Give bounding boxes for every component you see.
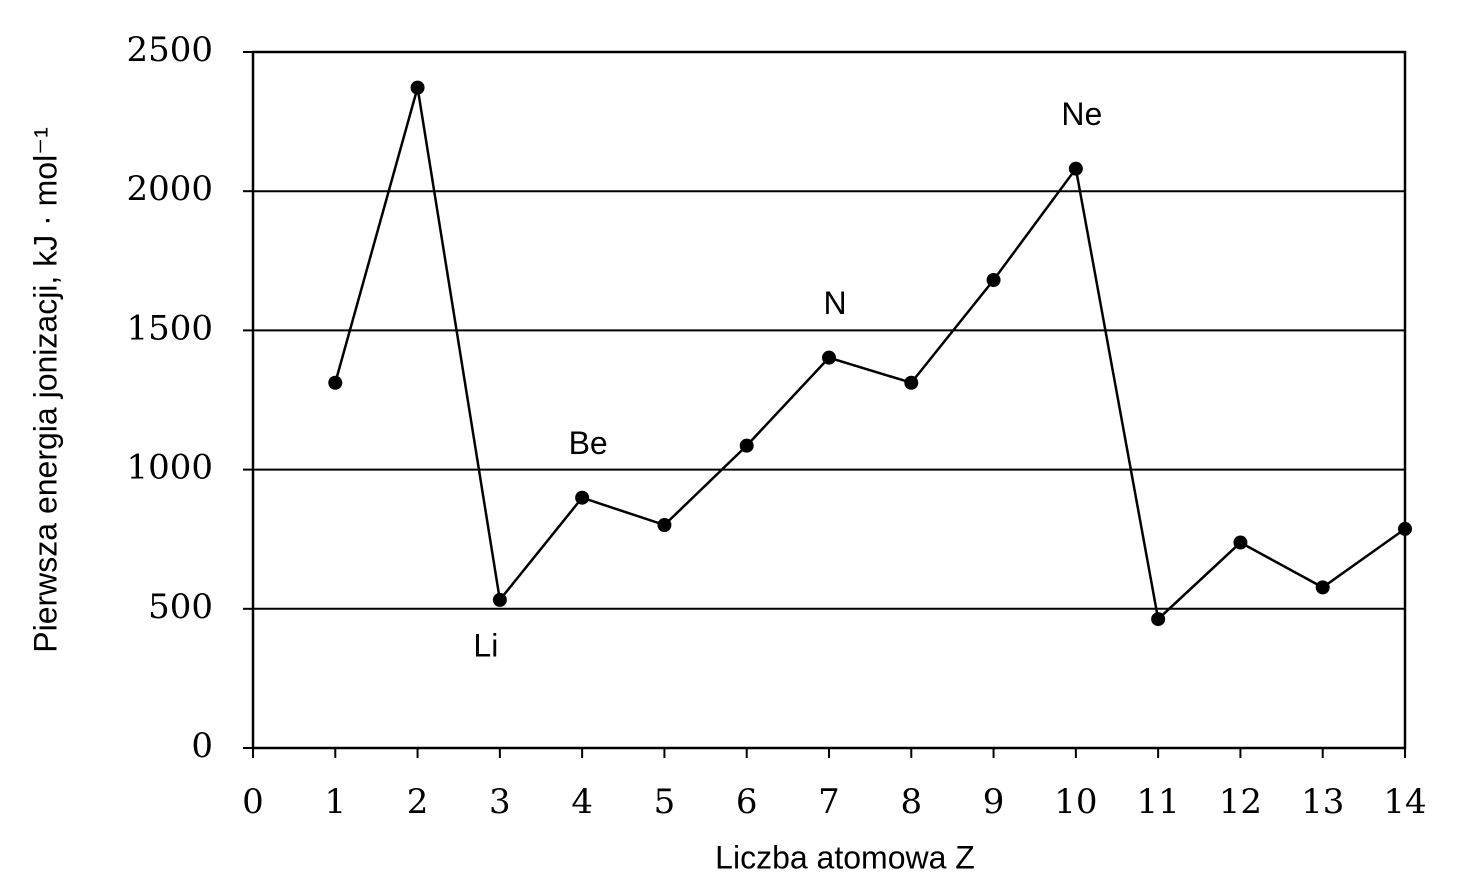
x-tick-label: 14 bbox=[1383, 782, 1426, 822]
x-tick-label: 1 bbox=[324, 782, 346, 822]
data-point bbox=[1151, 612, 1166, 627]
x-tick-label: 12 bbox=[1219, 782, 1262, 822]
annotation: N bbox=[823, 285, 846, 321]
data-point bbox=[1315, 580, 1330, 595]
y-axis-label: Pierwsza energia jonizacji, kJ · mol⁻¹ bbox=[27, 127, 63, 653]
plot-frame bbox=[251, 50, 1407, 750]
y-tick-label: 2000 bbox=[126, 169, 213, 209]
data-point bbox=[1068, 161, 1083, 176]
x-tick-label: 8 bbox=[900, 782, 922, 822]
y-tick-label: 1000 bbox=[126, 448, 213, 488]
x-tick-label: 13 bbox=[1301, 782, 1344, 822]
data-point bbox=[739, 438, 754, 453]
x-tick-label: 0 bbox=[242, 782, 264, 822]
data-point bbox=[822, 350, 836, 365]
x-tick-label: 3 bbox=[489, 782, 511, 822]
annotation: Ne bbox=[1061, 96, 1102, 132]
data-point bbox=[492, 592, 507, 607]
data-point bbox=[410, 80, 425, 95]
x-tick-label: 2 bbox=[407, 782, 429, 822]
series-line bbox=[334, 87, 1406, 622]
x-tick-label: 7 bbox=[818, 782, 840, 822]
data-point bbox=[904, 375, 919, 390]
annotation: Be bbox=[569, 425, 608, 461]
x-tick-label: 11 bbox=[1137, 782, 1180, 822]
y-tick-label: 2500 bbox=[126, 30, 213, 70]
x-tick-label: 9 bbox=[983, 782, 1005, 822]
data-point bbox=[1233, 535, 1248, 550]
x-tick-label: 6 bbox=[736, 782, 758, 822]
y-tick-label: 0 bbox=[191, 726, 213, 766]
x-tick-label: 10 bbox=[1054, 782, 1097, 822]
data-point bbox=[328, 375, 343, 390]
data-point bbox=[1398, 521, 1412, 536]
data-point bbox=[986, 273, 1001, 288]
data-point bbox=[575, 490, 590, 505]
x-tick-label: 5 bbox=[654, 782, 676, 822]
x-axis-label: Liczba atomowa Z bbox=[715, 839, 975, 875]
data-point bbox=[657, 518, 672, 533]
annotation: Li bbox=[473, 627, 498, 663]
y-tick-label: 1500 bbox=[126, 308, 213, 348]
y-tick-label: 500 bbox=[148, 587, 213, 627]
x-tick-label: 4 bbox=[571, 782, 593, 822]
